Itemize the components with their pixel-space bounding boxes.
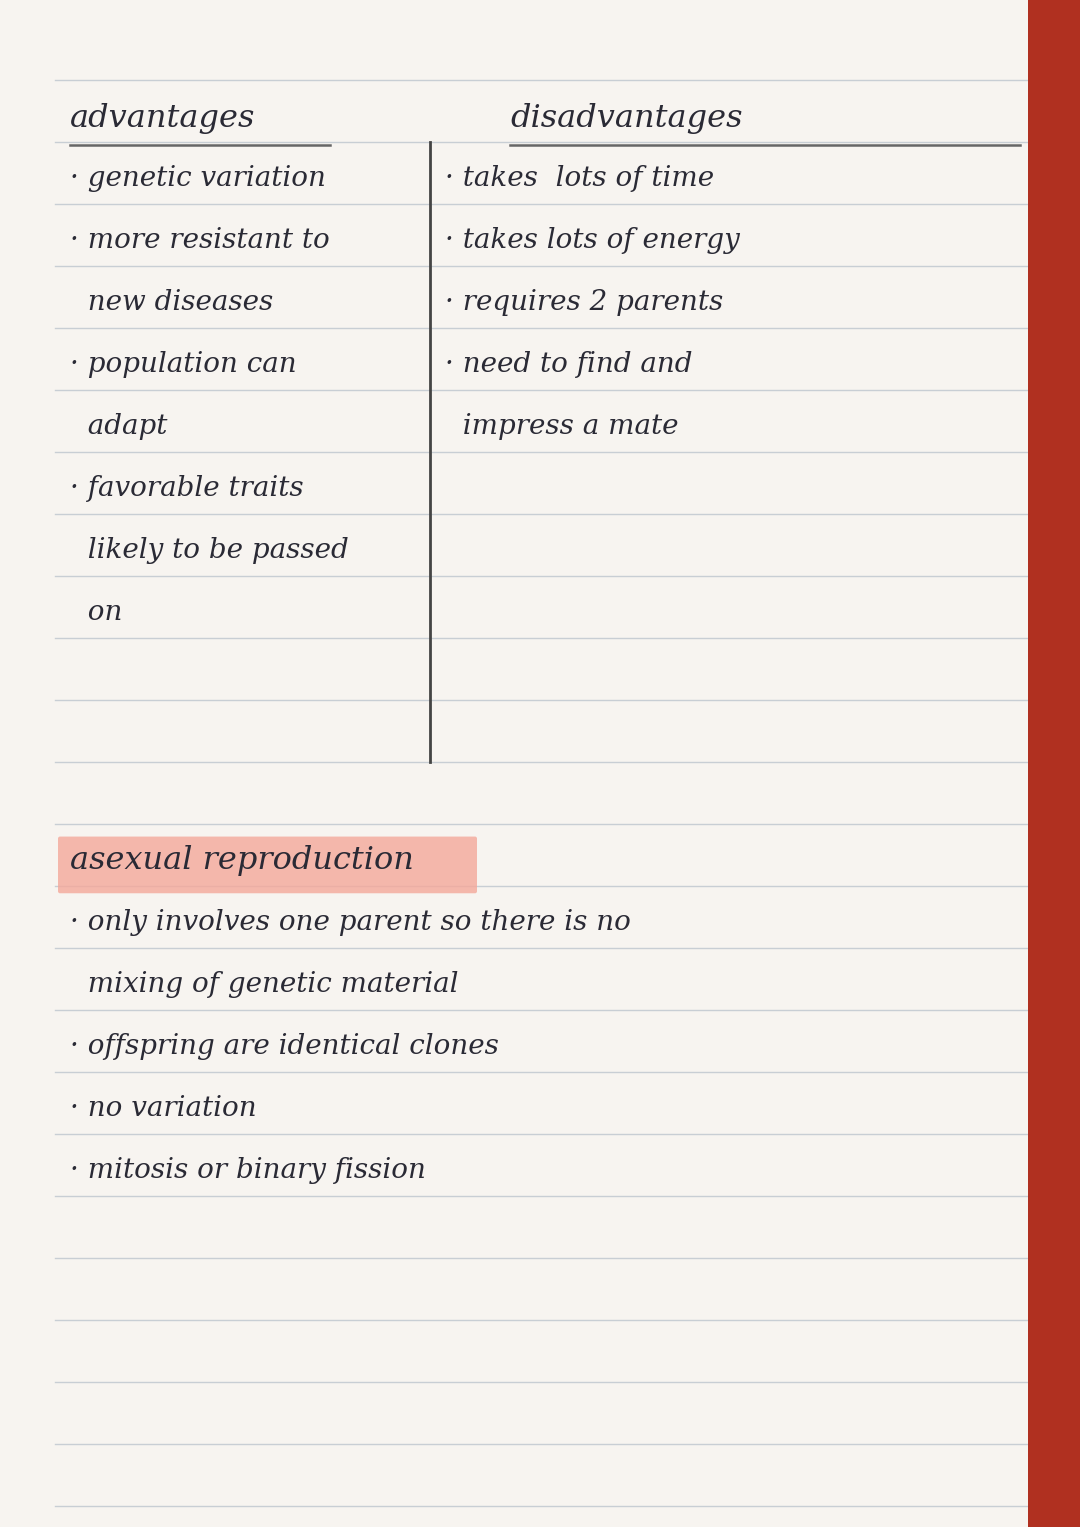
Text: · no variation: · no variation	[70, 1095, 257, 1122]
Text: · offspring are identical clones: · offspring are identical clones	[70, 1032, 499, 1060]
Text: asexual reproduction: asexual reproduction	[70, 844, 414, 876]
Text: new diseases: new diseases	[70, 289, 273, 316]
Text: · only involves one parent so there is no: · only involves one parent so there is n…	[70, 909, 631, 936]
Text: · population can: · population can	[70, 351, 297, 379]
Text: mixing of genetic material: mixing of genetic material	[70, 971, 459, 999]
Text: disadvantages: disadvantages	[510, 102, 743, 134]
Text: on: on	[70, 599, 122, 626]
Text: adapt: adapt	[70, 412, 167, 440]
Text: impress a mate: impress a mate	[445, 412, 678, 440]
Bar	[1028, 0, 1080, 1527]
Text: likely to be passed: likely to be passed	[70, 538, 349, 563]
Text: · takes  lots of time: · takes lots of time	[445, 165, 714, 192]
Text: advantages: advantages	[70, 102, 255, 134]
Text: · genetic variation: · genetic variation	[70, 165, 326, 192]
Text: · requires 2 parents: · requires 2 parents	[445, 289, 724, 316]
Text: · takes lots of energy: · takes lots of energy	[445, 228, 740, 253]
FancyBboxPatch shape	[58, 837, 477, 893]
Text: · mitosis or binary fission: · mitosis or binary fission	[70, 1157, 426, 1183]
Text: · need to find and: · need to find and	[445, 351, 692, 379]
Text: · more resistant to: · more resistant to	[70, 228, 329, 253]
Text: · favorable traits: · favorable traits	[70, 475, 303, 502]
